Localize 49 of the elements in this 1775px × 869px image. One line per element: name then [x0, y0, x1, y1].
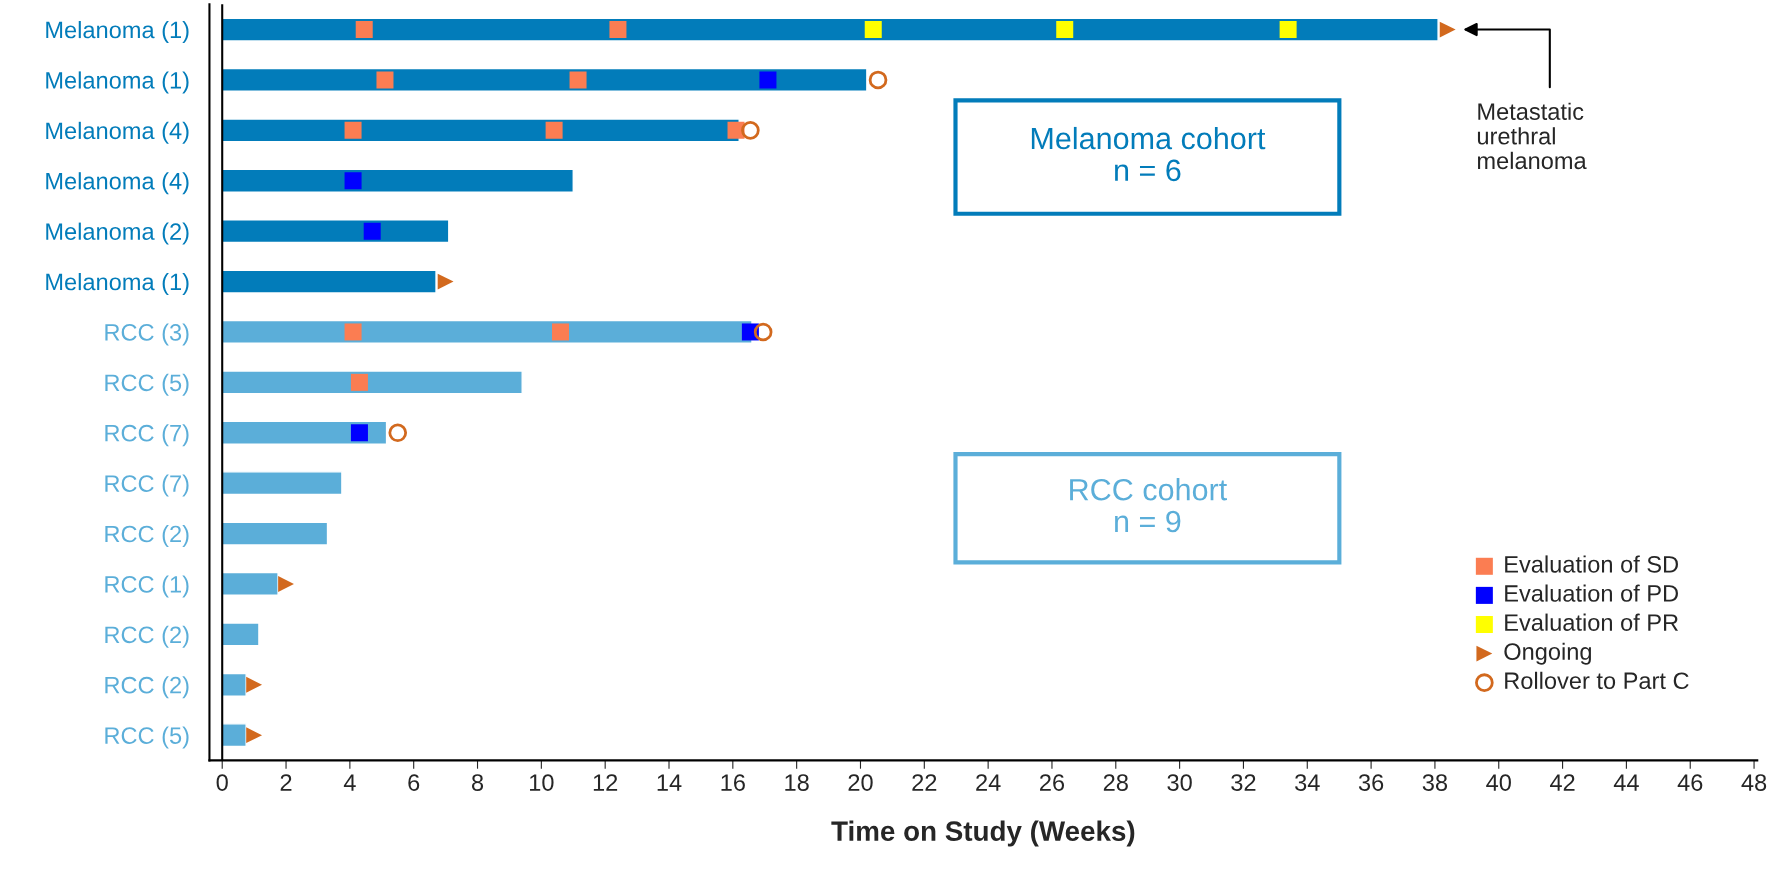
- y-tick-label: RCC (7): [105, 424, 189, 447]
- y-tick-label: RCC (2): [105, 676, 189, 699]
- x-tick-label: 14: [657, 774, 682, 791]
- x-tick-label: 40: [1486, 774, 1511, 791]
- x-tick-label: 44: [1613, 774, 1639, 791]
- x-axis-title: Time on Study (Weeks): [831, 820, 1135, 847]
- x-tick-label: 42: [1549, 774, 1575, 791]
- annotation: RCC cohort n = 9: [1070, 478, 1227, 533]
- x-tick-label: 46: [1677, 774, 1703, 791]
- x-tick-label: 20: [848, 774, 873, 791]
- y-tick-label: RCC (5): [105, 726, 189, 749]
- x-tick-label: 26: [1040, 774, 1065, 791]
- y-tick-label: RCC (2): [105, 525, 189, 548]
- annotation: Metastatic urethral melanoma: [1477, 102, 1587, 170]
- x-tick-label: 22: [912, 774, 937, 791]
- x-tick-label: 36: [1358, 774, 1384, 791]
- y-tick-label: RCC (2): [105, 625, 189, 648]
- legend-label: Evaluation of PD: [1505, 584, 1678, 602]
- x-tick-label: 6: [408, 774, 420, 791]
- x-tick-label: 28: [1103, 774, 1128, 791]
- legend-label: Evaluation of PR: [1505, 613, 1679, 631]
- annotation: Melanoma cohort n = 6: [1031, 126, 1266, 182]
- x-tick-label: 2: [280, 774, 292, 791]
- x-tick-label: 30: [1167, 774, 1192, 791]
- y-tick-label: RCC (1): [105, 575, 189, 598]
- legend-label: Ongoing: [1504, 642, 1591, 665]
- x-tick-label: 18: [785, 774, 809, 791]
- x-tick-label: 8: [471, 774, 484, 791]
- y-tick-label: Melanoma (2): [46, 222, 189, 245]
- x-tick-label: 32: [1231, 774, 1256, 791]
- x-tick-label: 34: [1295, 774, 1320, 791]
- legend-label: Evaluation of SD: [1505, 555, 1678, 573]
- x-tick-label: 0: [216, 774, 228, 791]
- x-tick-label: 24: [976, 774, 1001, 791]
- y-tick-label: Melanoma (4): [46, 121, 189, 144]
- x-tick-label: 48: [1741, 774, 1767, 791]
- y-tick-label: Melanoma (1): [46, 20, 189, 43]
- x-tick-label: 10: [530, 774, 554, 791]
- y-tick-label: RCC (7): [105, 474, 189, 497]
- y-tick-label: Melanoma (1): [46, 71, 189, 94]
- y-tick-label: Melanoma (4): [46, 172, 189, 195]
- y-tick-label: RCC (5): [105, 373, 189, 396]
- y-tick-label: Melanoma (1): [46, 273, 189, 295]
- legend-label: Rollover to Part C: [1505, 671, 1689, 690]
- y-tick-label: RCC (3): [105, 323, 189, 346]
- x-tick-label: 12: [593, 774, 618, 791]
- x-tick-label: 16: [721, 774, 745, 791]
- x-tick-label: 38: [1422, 774, 1448, 791]
- x-tick-label: 4: [343, 774, 356, 791]
